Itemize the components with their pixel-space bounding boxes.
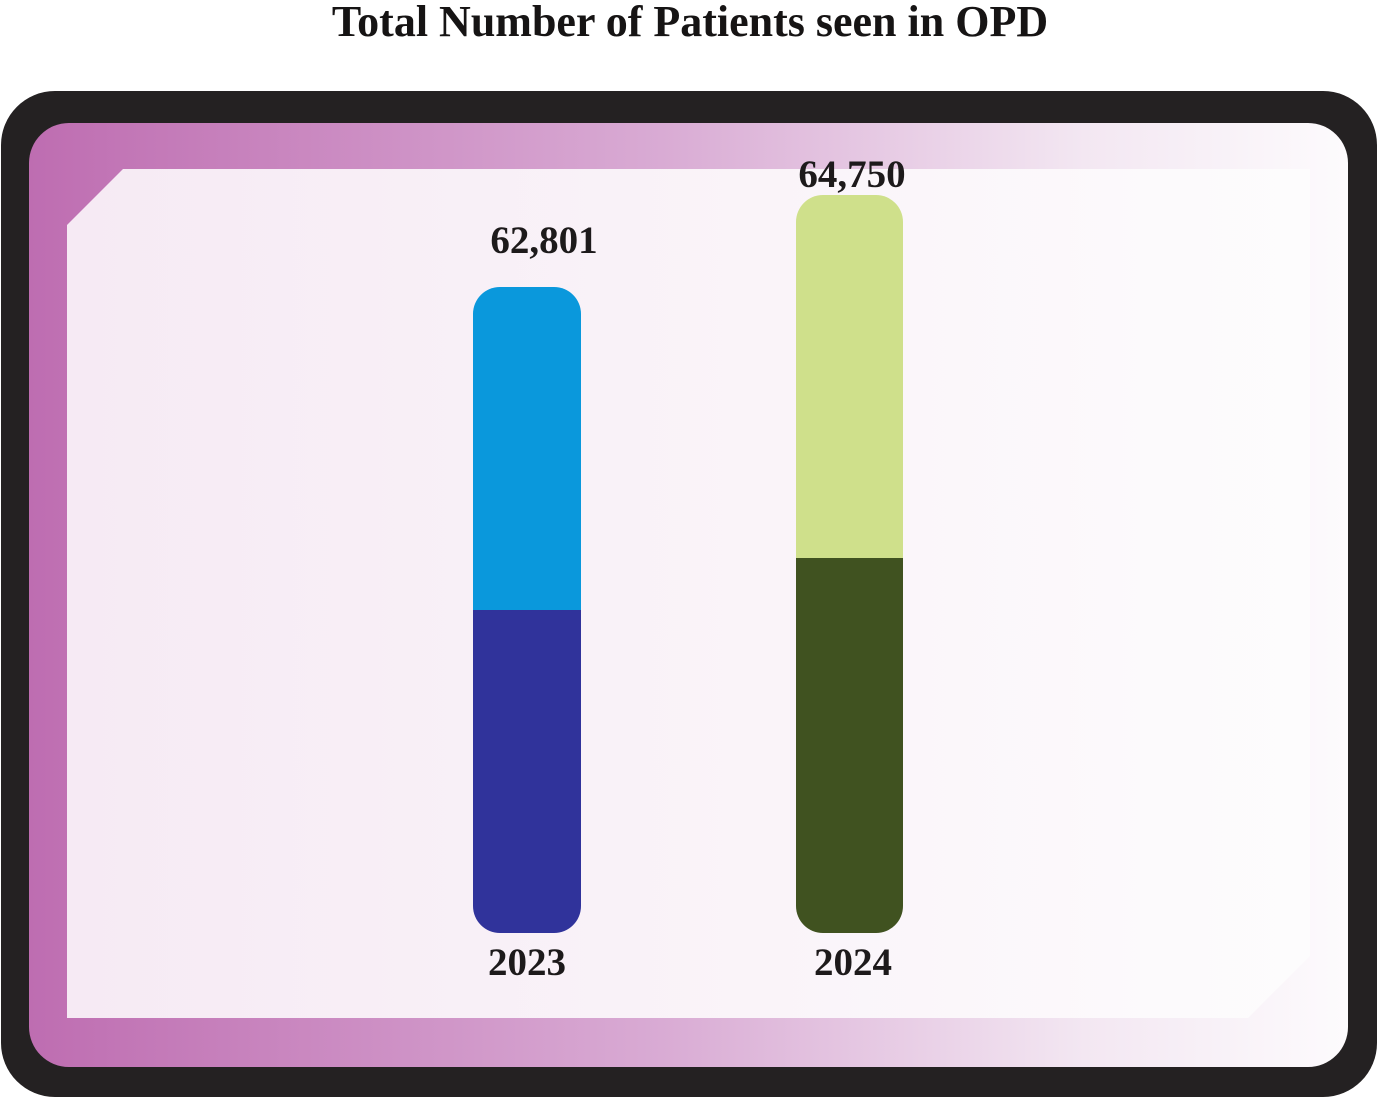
plot-area <box>67 169 1310 1018</box>
chart-title: Total Number of Patients seen in OPD <box>331 0 1049 46</box>
outer-black-frame <box>1 91 1377 1097</box>
value-label-2023: 62,801 <box>490 219 598 262</box>
bar-2023 <box>473 287 581 933</box>
category-label-2024: 2024 <box>814 941 892 984</box>
category-label-2023: 2023 <box>488 941 566 984</box>
pink-gradient-bezel <box>29 123 1348 1067</box>
value-label-2024: 64,750 <box>798 153 906 196</box>
bar-2024 <box>796 195 903 933</box>
